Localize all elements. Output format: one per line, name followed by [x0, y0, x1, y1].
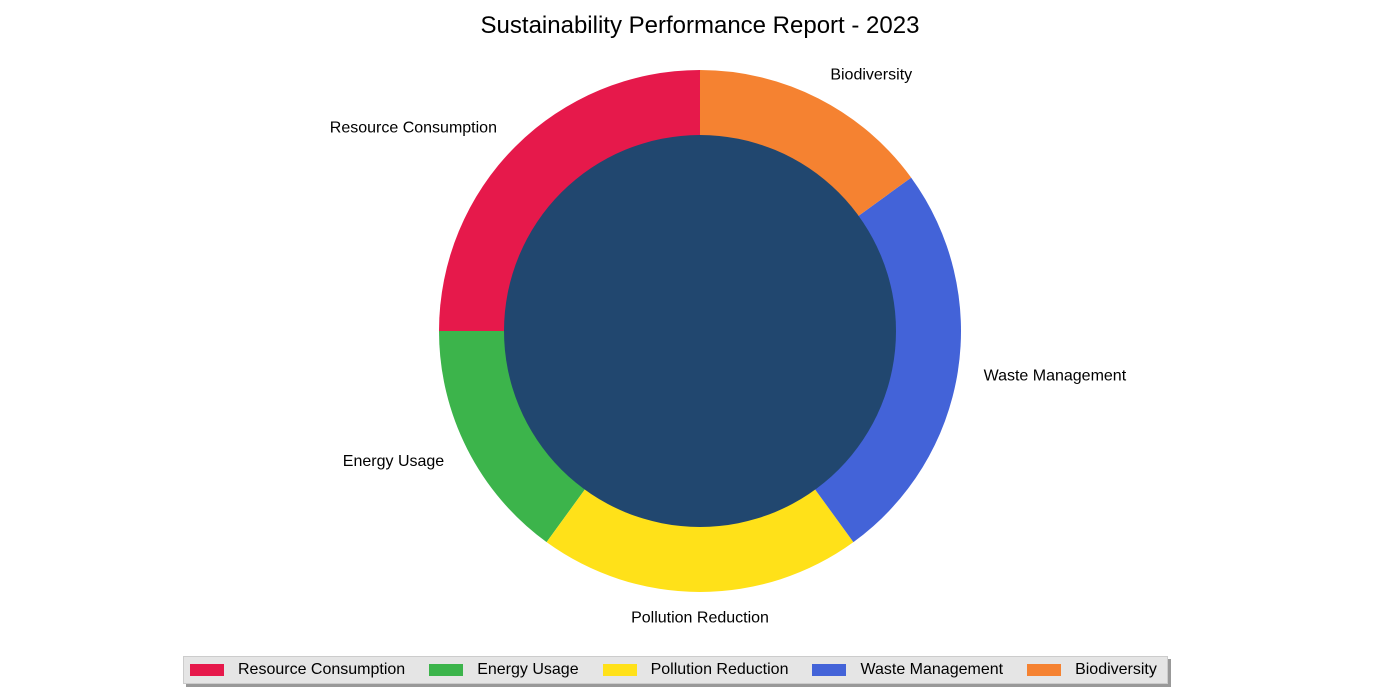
legend: Resource Consumption Energy Usage Pollut…: [183, 656, 1168, 684]
slice-label: Energy Usage: [343, 453, 444, 470]
legend-label: Pollution Reduction: [650, 661, 789, 678]
slice-label: Biodiversity: [830, 67, 912, 84]
legend-item: Energy Usage: [429, 661, 579, 679]
legend-swatch: [190, 664, 224, 676]
legend-swatch: [602, 664, 637, 676]
legend-item: Pollution Reduction: [602, 661, 789, 679]
labels-group: Resource Consumption Energy Usage Pollutio…: [330, 67, 1127, 627]
donut-center: [504, 135, 896, 527]
legend-label: Energy Usage: [477, 661, 579, 678]
legend-swatch: [1027, 664, 1062, 676]
legend-label: Waste Management: [860, 661, 1004, 678]
slice-label: Pollution Reduction: [631, 610, 769, 627]
legend-label: Biodiversity: [1075, 661, 1157, 678]
legend-swatch: [812, 664, 847, 676]
legend-swatch: [429, 664, 464, 676]
legend-label: Resource Consumption: [238, 661, 406, 678]
legend-item: Resource Consumption: [190, 661, 405, 679]
slice-label: Resource Consumption: [330, 119, 497, 136]
slice-label: Waste Management: [984, 367, 1127, 384]
legend-item: Waste Management: [812, 661, 1003, 679]
legend-item: Biodiversity: [1027, 661, 1157, 679]
chart-title: Sustainability Performance Report - 2023: [480, 12, 920, 39]
